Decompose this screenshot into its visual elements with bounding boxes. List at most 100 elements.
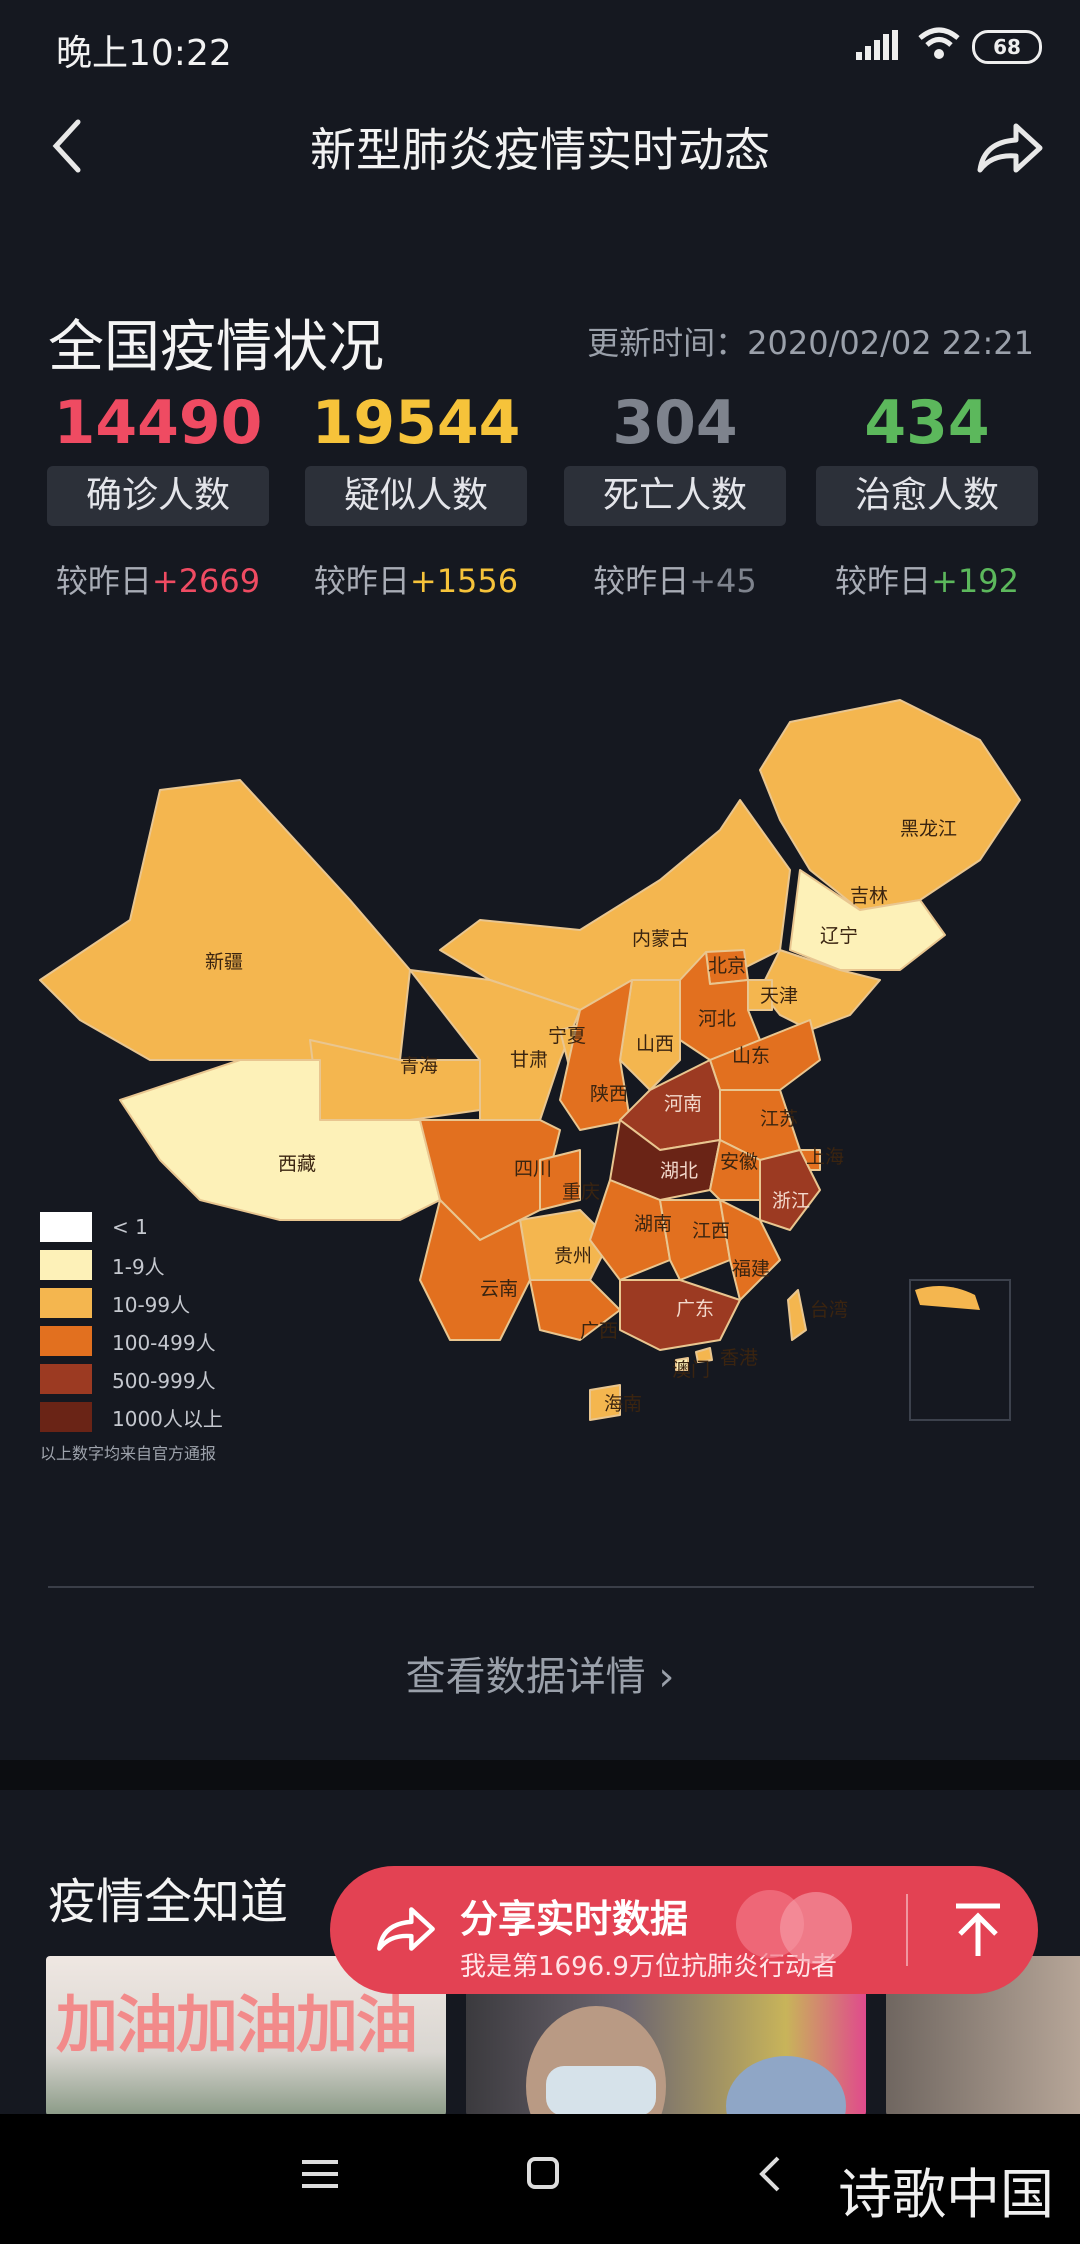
province-label: 河南 bbox=[664, 1093, 702, 1115]
province-label: 江苏 bbox=[760, 1108, 798, 1130]
legend-item: < 1 bbox=[40, 1208, 223, 1246]
legend-swatch bbox=[40, 1250, 92, 1280]
province-region[interactable] bbox=[589, 1384, 621, 1421]
back-nav-icon[interactable] bbox=[758, 2154, 782, 2194]
province-label: 宁夏 bbox=[548, 1025, 586, 1047]
inset-land bbox=[915, 1286, 980, 1310]
stat-suspected: 19544 疑似人数 较昨日+1556 bbox=[305, 388, 527, 602]
province-label: 陕西 bbox=[590, 1083, 628, 1105]
province-label: 天津 bbox=[760, 985, 798, 1007]
province-region[interactable] bbox=[695, 1347, 713, 1363]
status-time: 晚上10:22 bbox=[56, 33, 232, 74]
province-region[interactable] bbox=[759, 1149, 821, 1231]
stat-number: 304 bbox=[612, 388, 738, 458]
province-label: 湖北 bbox=[660, 1160, 698, 1182]
province-label: 甘肃 bbox=[510, 1049, 548, 1071]
pill-divider bbox=[906, 1894, 908, 1966]
card-text: 加油加油加油 bbox=[56, 1988, 418, 2061]
stat-confirmed: 14490 确诊人数 较昨日+2669 bbox=[47, 388, 269, 602]
legend-swatch bbox=[40, 1288, 92, 1318]
province-region[interactable] bbox=[679, 951, 761, 1061]
legend-label: 1-9人 bbox=[112, 1254, 165, 1279]
share-icon bbox=[377, 1907, 435, 1951]
signal-icon bbox=[856, 30, 898, 60]
legend-item: 10-99人 bbox=[40, 1284, 223, 1322]
legend-note: 以上数字均来自官方通报 bbox=[40, 1444, 217, 1463]
back-icon[interactable] bbox=[48, 118, 88, 174]
stat-label: 死亡人数 bbox=[564, 466, 786, 526]
stat-delta: 较昨日+192 bbox=[835, 562, 1019, 600]
section-title: 全国疫情状况 bbox=[48, 315, 384, 380]
stat-delta: 较昨日+1556 bbox=[313, 562, 519, 600]
legend-swatch bbox=[40, 1402, 92, 1432]
province-region[interactable] bbox=[787, 1289, 807, 1341]
province-label: 上海 bbox=[806, 1146, 844, 1168]
share-icon[interactable] bbox=[974, 118, 1046, 178]
legend-item: 1-9人 bbox=[40, 1246, 223, 1284]
stat-recovered: 434 治愈人数 较昨日+192 bbox=[816, 388, 1038, 602]
scroll-top-icon[interactable] bbox=[948, 1902, 1008, 1958]
legend-label: < 1 bbox=[112, 1215, 148, 1239]
legend-swatch bbox=[40, 1364, 92, 1394]
province-label: 北京 bbox=[708, 955, 746, 977]
province-region[interactable] bbox=[419, 1199, 531, 1341]
heart-icon bbox=[736, 1890, 852, 1964]
share-title: 分享实时数据 bbox=[460, 1897, 689, 1941]
legend-item: 1000人以上 bbox=[40, 1398, 223, 1436]
view-details-link[interactable]: 查看数据详情 › bbox=[405, 1654, 675, 1700]
province-region[interactable] bbox=[719, 1199, 781, 1301]
battery-icon: 68 bbox=[972, 30, 1042, 64]
province-label: 海南 bbox=[604, 1393, 642, 1415]
province-label: 吉林 bbox=[850, 885, 888, 907]
province-label: 江西 bbox=[692, 1220, 730, 1242]
stat-label: 治愈人数 bbox=[816, 466, 1038, 526]
province-label: 黑龙江 bbox=[900, 818, 957, 840]
system-nav-bar: 诗歌中国 bbox=[0, 2114, 1080, 2244]
province-label: 新疆 bbox=[205, 951, 243, 973]
province-label: 内蒙古 bbox=[632, 928, 689, 950]
province-label: 青海 bbox=[400, 1055, 438, 1077]
home-icon[interactable] bbox=[526, 2156, 560, 2190]
province-region[interactable] bbox=[659, 1199, 731, 1281]
province-region[interactable] bbox=[789, 869, 946, 971]
province-label: 四川 bbox=[514, 1158, 552, 1180]
province-region[interactable] bbox=[619, 1279, 741, 1351]
legend-item: 100-499人 bbox=[40, 1322, 223, 1360]
map-legend: < 1 1-9人 10-99人 100-499人 500-999人 1000人以上以上数字… bbox=[40, 1208, 223, 1464]
stat-delta: 较昨日+2669 bbox=[55, 562, 261, 600]
page-title: 新型肺炎疫情实时动态 bbox=[310, 123, 770, 177]
legend-label: 10-99人 bbox=[112, 1292, 191, 1317]
stat-delta: 较昨日+45 bbox=[593, 562, 757, 600]
stat-label: 疑似人数 bbox=[305, 466, 527, 526]
province-region[interactable] bbox=[529, 1279, 621, 1341]
province-region[interactable] bbox=[589, 1179, 671, 1281]
province-region[interactable] bbox=[409, 969, 581, 1121]
legend-label: 1000人以上 bbox=[112, 1406, 223, 1431]
province-label: 福建 bbox=[732, 1258, 770, 1280]
province-label: 云南 bbox=[480, 1278, 518, 1300]
province-region[interactable] bbox=[675, 1357, 689, 1371]
watermark: 诗歌中国 bbox=[838, 2163, 1054, 2226]
share-data-button[interactable]: 分享实时数据 我是第1696.9万位抗肺炎行动者 bbox=[330, 1866, 1038, 1994]
stat-deaths: 304 死亡人数 较昨日+45 bbox=[564, 388, 786, 602]
province-label: 河北 bbox=[698, 1008, 736, 1030]
province-label: 山东 bbox=[732, 1045, 770, 1067]
province-label: 贵州 bbox=[554, 1245, 592, 1267]
knowledge-title: 疫情全知道 bbox=[48, 1874, 289, 1930]
province-label: 安徽 bbox=[720, 1151, 758, 1173]
province-label: 香港 bbox=[720, 1347, 758, 1369]
province-region[interactable] bbox=[539, 1149, 581, 1211]
south-china-sea-inset bbox=[909, 1279, 1011, 1421]
legend-label: 500-999人 bbox=[112, 1368, 216, 1393]
menu-icon[interactable] bbox=[302, 2158, 338, 2190]
province-label: 澳门 bbox=[672, 1359, 710, 1381]
province-region[interactable] bbox=[709, 1139, 761, 1201]
status-bar: 晚上10:22 68 bbox=[0, 0, 1080, 96]
legend-label: 100-499人 bbox=[112, 1330, 216, 1355]
stat-label: 确诊人数 bbox=[47, 466, 269, 526]
province-region[interactable] bbox=[39, 779, 411, 1061]
person-mask-image bbox=[526, 2006, 846, 2116]
province-label: 重庆 bbox=[562, 1181, 600, 1203]
province-label: 广西 bbox=[580, 1320, 618, 1342]
